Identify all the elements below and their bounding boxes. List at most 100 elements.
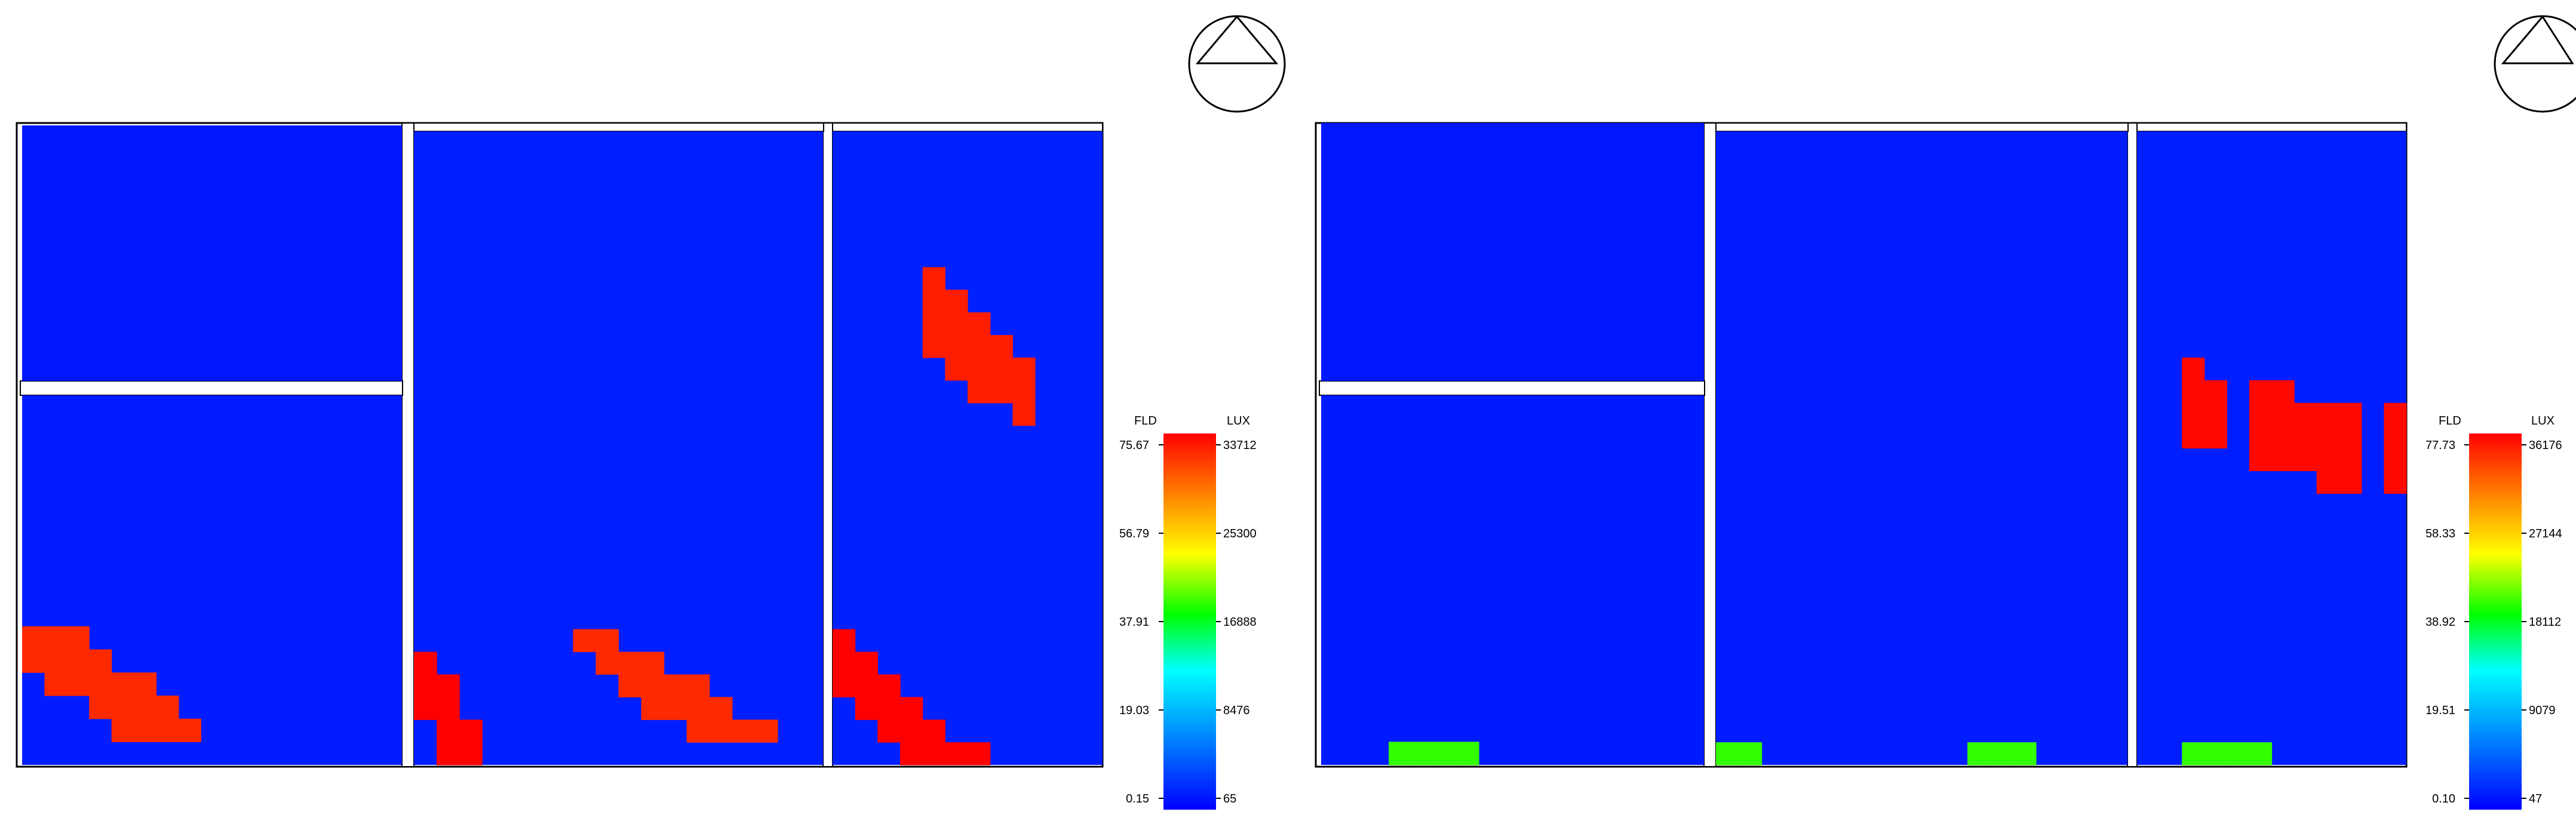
heatmap-cell <box>2339 448 2362 471</box>
lux-tick-label: 65 <box>1223 792 1236 805</box>
fld-tick-label: 75.67 <box>1119 439 1149 452</box>
lux-tick-label: 36176 <box>2529 439 2562 452</box>
heatmap-cell <box>732 720 756 743</box>
north-triangle <box>1195 15 1279 64</box>
heatmap-cell <box>44 626 67 650</box>
lux-tick-label: 33712 <box>1223 439 1257 452</box>
fld-tick-label: 56.79 <box>1119 527 1149 540</box>
north-arrow <box>2494 15 2576 113</box>
heatmap-cell <box>2339 471 2362 494</box>
heatmap-cell <box>1389 742 1412 765</box>
heatmap-cell <box>2013 742 2037 765</box>
heatmap-cell <box>664 674 687 697</box>
heatmap-cell <box>44 649 67 673</box>
heatmap-cell <box>1012 402 1036 426</box>
heatmap-cell <box>877 720 901 743</box>
heatmap-cell <box>922 720 945 743</box>
heatmap-cell <box>2384 425 2407 449</box>
heatmap-cell <box>968 742 991 765</box>
heatmap-cell <box>618 674 642 697</box>
heatmap-cell <box>2227 742 2250 765</box>
lux-tick-label: 47 <box>2529 792 2542 805</box>
daylight-panel-2: FLD LUX 77.73 58.33 38.92 19.51 0.10 361… <box>1315 15 2576 810</box>
legend-ticks <box>1159 444 1221 799</box>
heatmap-cell <box>922 335 945 358</box>
heatmap-cell <box>968 357 991 381</box>
heatmap-cell <box>709 720 733 743</box>
heatmap-cell <box>414 651 437 675</box>
heatmap-cell <box>2249 742 2273 765</box>
heatmap-cell <box>1990 742 2014 765</box>
heatmap-cell <box>922 742 945 765</box>
fld-tick-label: 0.10 <box>2432 792 2455 805</box>
fld-tick-label: 0.15 <box>1126 792 1149 805</box>
heatmap-cell <box>2204 742 2227 765</box>
heatmap-cell <box>686 674 710 697</box>
room-background-cell <box>22 395 402 765</box>
fld-tick-label: 19.51 <box>2425 704 2455 717</box>
wall-divider <box>1715 122 2129 132</box>
color-legend: FLD LUX 75.67 56.79 37.91 19.03 0.15 337… <box>1119 414 1257 810</box>
heatmap-cell <box>990 380 1013 404</box>
heatmap-cell <box>2271 425 2295 449</box>
room-heatmap <box>1321 123 1704 381</box>
heatmap-cell <box>833 674 856 697</box>
heatmap-cell <box>686 697 710 720</box>
legend-lux-label: LUX <box>2531 414 2554 428</box>
heatmap-cell <box>754 720 778 743</box>
heatmap-cell <box>66 649 90 673</box>
lux-tick-label: 8476 <box>1223 704 1250 717</box>
heatmap-cell <box>968 312 991 336</box>
heatmap-cell <box>2182 380 2205 404</box>
fld-tick-label: 77.73 <box>2425 439 2455 452</box>
heatmap-cell <box>44 672 67 696</box>
heatmap-cell <box>1433 742 1457 765</box>
heatmap-cell <box>2339 402 2362 426</box>
heatmap-cell <box>66 626 90 650</box>
heatmap-cell <box>2249 380 2273 404</box>
fld-tick-label: 58.33 <box>2425 527 2455 540</box>
floor-plan <box>16 122 1104 768</box>
heatmap-cell <box>156 695 179 720</box>
heatmap-cell <box>178 718 201 742</box>
room-heatmap <box>2137 131 2407 765</box>
heatmap-cell <box>855 651 878 675</box>
legend-fld-label: FLD <box>2439 414 2461 428</box>
daylight-panel-1: FLD LUX 75.67 56.79 37.91 19.03 0.15 337… <box>16 15 1286 810</box>
lux-tick-label: 27144 <box>2529 527 2562 540</box>
room-background-cell <box>1321 395 1704 765</box>
heatmap-cell <box>968 380 991 404</box>
heatmap-cell <box>968 335 991 358</box>
heatmap-cell <box>922 267 945 290</box>
heatmap-cell <box>945 312 968 336</box>
heatmap-cell <box>833 651 856 675</box>
heatmap-cell <box>437 697 460 720</box>
heatmap-cell <box>459 720 483 743</box>
heatmap-cell <box>22 649 45 673</box>
fld-tick-label: 37.91 <box>1119 616 1149 629</box>
room-heatmap <box>1716 131 2127 765</box>
heatmap-cell <box>2339 425 2362 449</box>
heatmap-cell <box>877 674 901 697</box>
heatmap-cell <box>1012 357 1036 381</box>
north-triangle <box>2501 15 2574 64</box>
heatmap-cell <box>2294 425 2317 449</box>
legend-fld-label: FLD <box>1134 414 1157 428</box>
heatmap-cell <box>22 626 45 650</box>
heatmap-cell <box>437 742 460 765</box>
fld-tick-label: 19.03 <box>1119 704 1149 717</box>
heatmap-cell <box>2182 357 2205 381</box>
heatmap-cell <box>641 651 665 675</box>
heatmap-cell <box>89 672 112 696</box>
heatmap-cell <box>2182 742 2205 765</box>
floor-plan <box>1315 122 2408 768</box>
heatmap-cell <box>595 651 619 675</box>
heatmap-cell <box>686 720 710 743</box>
heatmap-cell <box>134 718 157 742</box>
lux-tick-label: 9079 <box>2529 704 2556 717</box>
wall-divider <box>413 122 824 132</box>
heatmap-cell <box>833 629 856 653</box>
room-background-cell <box>22 125 402 381</box>
heatmap-cell <box>2384 402 2407 426</box>
